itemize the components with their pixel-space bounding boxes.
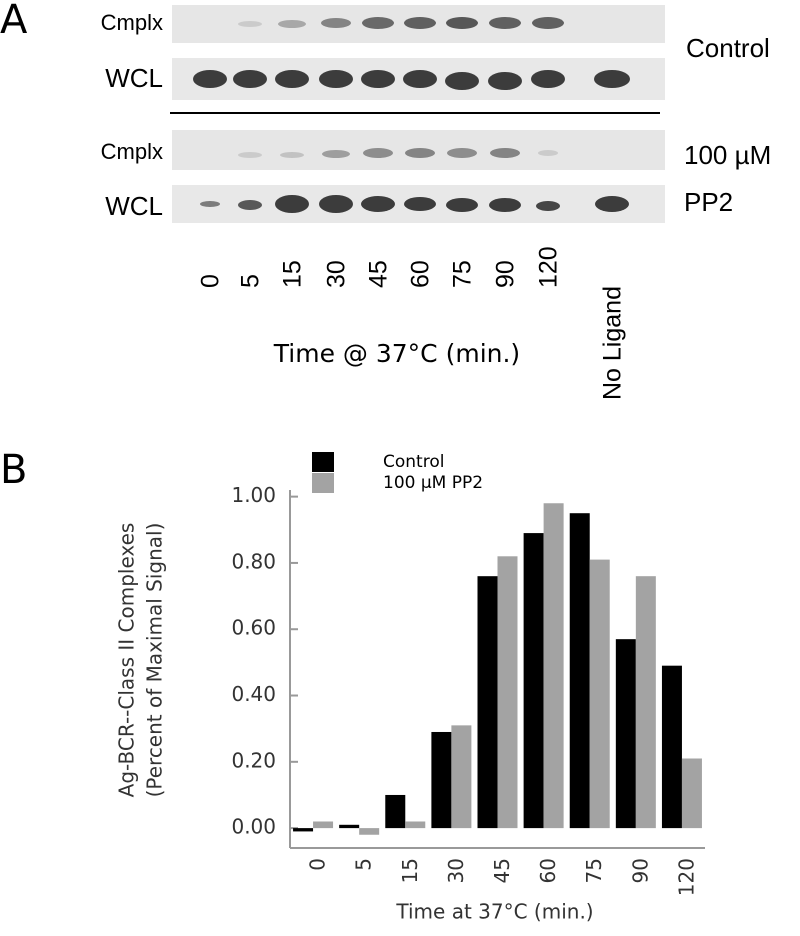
panel-label: B (0, 447, 27, 493)
lane-label: 0 (197, 274, 225, 288)
lane-label: 30 (323, 260, 351, 288)
y-tick-label: 0.40 (231, 682, 276, 706)
condition-label: PP2 (684, 187, 733, 217)
y-tick-label: 0.20 (231, 748, 276, 772)
bar (313, 821, 334, 829)
y-axis-label: Ag-BCR--Class II Complexes (115, 523, 139, 798)
bar (681, 758, 702, 829)
lane-label: 5 (237, 274, 265, 288)
bar (497, 556, 518, 829)
x-tick-label: 0 (306, 858, 330, 871)
row-label: Cmplx (101, 139, 163, 164)
bar (339, 824, 360, 829)
x-axis-label: Time at 37°C (min.) (395, 900, 593, 924)
lane-label: 15 (279, 260, 307, 288)
row-label: Cmplx (101, 10, 163, 35)
row-label: WCL (105, 63, 163, 93)
y-tick-label: 1.00 (231, 483, 276, 507)
bar (615, 639, 636, 829)
bar (523, 533, 544, 829)
condition-label: Control (686, 33, 770, 63)
lane-label: 75 (449, 260, 477, 288)
bar (293, 828, 314, 832)
bar (635, 576, 656, 829)
lane-label: 45 (365, 260, 393, 288)
blot-x-label: Time @ 37°C (min.) (273, 339, 520, 368)
blot-strips (170, 5, 665, 223)
bar (359, 828, 380, 835)
x-tick-label: 30 (444, 858, 468, 883)
bar (477, 576, 498, 829)
bar (405, 821, 426, 829)
lane-label: 90 (492, 260, 520, 288)
y-tick-label: 0.00 (231, 815, 276, 839)
x-tick-label: 15 (398, 858, 422, 883)
row-label: WCL (105, 191, 163, 221)
x-tick-label: 120 (674, 858, 698, 896)
bar (451, 725, 472, 829)
x-tick-label: 90 (628, 858, 652, 883)
lane-label: 120 (535, 246, 563, 288)
condition-label: 100 µM (684, 140, 771, 170)
panel-label: A (0, 0, 28, 43)
lane-label: 60 (407, 260, 435, 288)
y-tick-label: 0.60 (231, 616, 276, 640)
legend-label: Control (383, 452, 444, 472)
x-tick-label: 45 (490, 858, 514, 883)
bar (385, 794, 406, 829)
lane-label: No Ligand (599, 286, 627, 400)
x-tick-label: 60 (536, 858, 560, 883)
legend-swatch (312, 473, 334, 493)
x-tick-label: 5 (352, 858, 376, 871)
x-tick-label: 75 (582, 858, 606, 883)
bar (589, 559, 610, 829)
bar (569, 513, 590, 829)
y-axis-label: (Percent of Maximal Signal) (143, 523, 167, 798)
y-tick-label: 0.80 (231, 549, 276, 573)
legend-swatch (312, 452, 334, 472)
bar (543, 503, 564, 829)
bar (661, 665, 682, 829)
bar (431, 731, 452, 829)
legend-label: 100 µM PP2 (383, 473, 483, 493)
